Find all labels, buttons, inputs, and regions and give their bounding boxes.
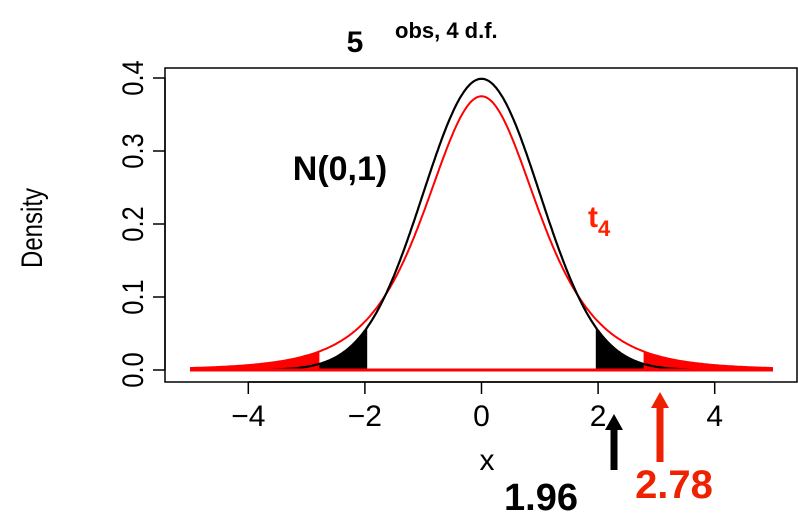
t-density-curve [189,95,774,370]
title-box [325,20,387,64]
title-text: obs, 4 d.f. [395,18,498,43]
y-tick-label: 0.4 [116,60,149,95]
normal-tail-shade-left [190,327,368,370]
t-series-label-subscript: 4 [598,216,611,241]
y-tick-label: 0.1 [116,279,149,314]
normal-density-curve [190,77,773,372]
axes-layer: −4 −2 0 2 4 0.0 0.1 0.2 0.3 0.4 [116,60,723,433]
t-tail-shade-right [643,351,773,370]
plot-frame [164,67,798,383]
y-axis-label: Density [14,188,48,268]
normal-tail-shade-right [595,327,773,370]
arrow-head-normal [605,414,623,430]
y-tick-label: 0.3 [116,133,149,168]
t-tail-shade-left [190,351,320,370]
t-series-label-main: t [588,201,598,234]
critical-value-label-normal: 1.96 [504,477,578,516]
arrow-head-t [651,392,669,408]
normal-series-label: N(0,1) [293,150,387,188]
y-tick-label: 0.0 [116,352,149,387]
y-tick-label: 0.2 [116,206,149,241]
title-number: 5 [347,26,364,59]
x-tick-label: 2 [590,400,607,433]
x-tick-label: −2 [348,400,382,433]
x-tick-label: −4 [231,400,265,433]
t-series-label: t4 [588,201,611,241]
x-tick-label: 4 [706,400,723,433]
annotations-layer: 1.96 2.78 [504,392,713,516]
chart-title: 5 obs, 4 d.f. [325,18,498,64]
curves-layer [189,77,774,372]
x-axis-label: x [480,444,495,477]
x-tick-label: 0 [473,400,490,433]
critical-value-label-t: 2.78 [635,463,713,507]
